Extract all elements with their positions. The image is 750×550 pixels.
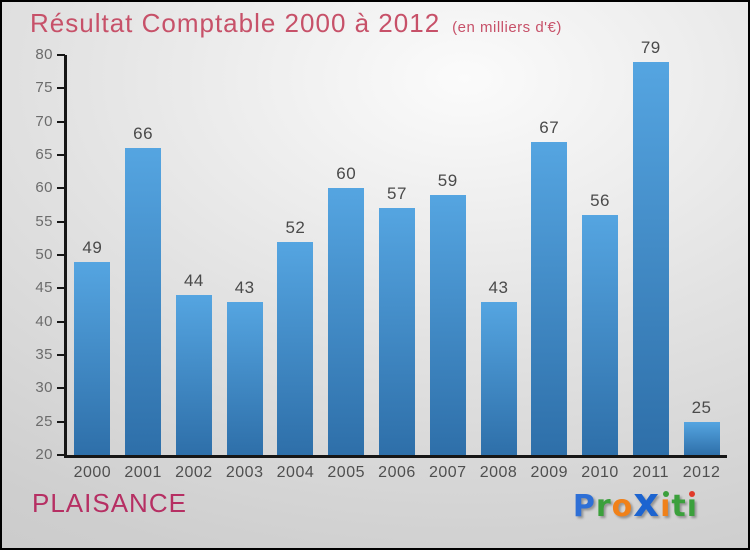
- y-tick-mark: [57, 420, 65, 423]
- bar: [328, 188, 365, 455]
- x-tick-label: 2001: [124, 464, 162, 481]
- y-tick-mark: [57, 287, 65, 290]
- y-tick-label: 45: [35, 279, 53, 297]
- y-tick-mark: [57, 454, 65, 456]
- y-tick-mark: [57, 187, 65, 190]
- chart-title: Résultat Comptable 2000 à 2012: [30, 8, 441, 38]
- y-tick-mark: [57, 120, 65, 123]
- y-tick-mark: [57, 54, 65, 56]
- bar-slot: 59 2007: [429, 171, 466, 481]
- x-tick-label: 2005: [327, 464, 365, 481]
- bar-value-label: 52: [285, 217, 306, 237]
- y-tick-label: 50: [35, 246, 53, 263]
- bar-value-label: 66: [133, 124, 154, 144]
- bar-value-label: 60: [336, 164, 357, 184]
- logo-letter-dot: [689, 491, 696, 497]
- location-label: PLAISANCE: [32, 488, 187, 518]
- y-tick-mark: [57, 320, 65, 323]
- bar: [226, 301, 263, 455]
- bar-slot: 43 2003: [226, 277, 263, 481]
- x-tick-label: 2000: [73, 464, 112, 481]
- bar: [378, 208, 415, 455]
- y-tick-mark: [57, 154, 65, 156]
- bar-value-label: 56: [590, 191, 610, 210]
- y-tick-label: 65: [35, 146, 53, 163]
- x-tick-label: 2007: [428, 464, 467, 481]
- bar-slot: 43 2008: [480, 277, 517, 481]
- logo-letter: r: [595, 489, 612, 524]
- bar-slot: 56 2010: [581, 191, 619, 481]
- y-tick-mark: [57, 254, 65, 256]
- x-tick-label: 2003: [225, 464, 264, 481]
- bar-value-label: 67: [539, 117, 560, 137]
- bar-value-label: 25: [691, 397, 712, 417]
- bar-value-label: 43: [488, 277, 509, 297]
- y-tick-label: 55: [35, 212, 53, 230]
- x-tick-label: 2012: [682, 464, 721, 481]
- y-tick-mark: [57, 87, 65, 90]
- y-tick-label: 30: [35, 379, 53, 397]
- bar: [429, 195, 466, 455]
- x-tick-label: 2009: [530, 464, 569, 481]
- y-tick-label: 75: [35, 79, 53, 97]
- plot-area: 80 75 70 65 60 55 50 45 40 35 30 25 20 49 2000 66 2001 4…: [35, 38, 727, 481]
- logo-letter: ı: [660, 489, 672, 524]
- y-tick-label: 35: [35, 346, 53, 363]
- bar-slot: 67 2009: [530, 117, 568, 481]
- chart-title-row: Résultat Comptable 2000 à 2012 (en milli…: [30, 8, 562, 39]
- bar: [632, 61, 669, 455]
- bar-slot: 49 2000: [74, 237, 111, 481]
- bar-value-label: 44: [183, 271, 204, 290]
- y-tick-label: 20: [35, 446, 53, 463]
- bar: [480, 301, 517, 455]
- chart-subtitle: (en milliers d'€): [452, 19, 562, 36]
- bar: [74, 261, 111, 455]
- bar-value-label: 59: [437, 171, 458, 190]
- bar: [683, 421, 720, 455]
- y-tick-label: 40: [35, 312, 53, 330]
- y-tick-label: 60: [35, 179, 53, 197]
- bar-slot: 44 2002: [175, 271, 212, 481]
- bar-slot: 66 2001: [124, 124, 162, 481]
- y-tick-label: 80: [35, 46, 53, 63]
- bar-slot: 57 2006: [378, 184, 415, 481]
- logo-letter-dot: [662, 491, 669, 497]
- bar-slot: 60 2005: [327, 164, 365, 481]
- bar-value-label: 43: [234, 277, 255, 297]
- x-tick-label: 2004: [276, 464, 315, 481]
- x-tick-label: 2008: [479, 464, 518, 481]
- bar-slot: 25 2012: [683, 397, 720, 481]
- logo-letter: t: [671, 489, 687, 524]
- bar: [531, 141, 568, 455]
- logo-letter: ı: [686, 489, 698, 524]
- bar: [582, 215, 619, 455]
- logo-letter: P: [572, 489, 596, 524]
- y-tick-mark: [57, 354, 65, 356]
- bar: [277, 241, 314, 455]
- bar-value-label: 79: [640, 37, 661, 57]
- bar-value-label: 57: [387, 184, 407, 204]
- bar: [125, 148, 162, 455]
- bar-slot: 52 2004: [277, 217, 314, 481]
- bar-slot: 79 2011: [632, 37, 669, 481]
- y-tick-label: 70: [35, 112, 53, 130]
- y-tick-label: 25: [35, 412, 53, 430]
- x-tick-label: 2006: [378, 464, 416, 481]
- bars-container: 49 2000 66 2001 44 2002 43 2003 52 2004 60 2005 57 20…: [67, 38, 727, 481]
- y-tick-mark: [57, 220, 65, 223]
- x-tick-label: 2010: [581, 464, 619, 481]
- x-tick-label: 2011: [632, 464, 669, 481]
- logo-letter: x: [633, 480, 661, 526]
- x-tick-label: 2002: [175, 464, 213, 481]
- logo-letter: o: [611, 489, 634, 524]
- y-tick-mark: [57, 387, 65, 390]
- bar: [175, 295, 212, 455]
- bar-value-label: 49: [82, 237, 103, 257]
